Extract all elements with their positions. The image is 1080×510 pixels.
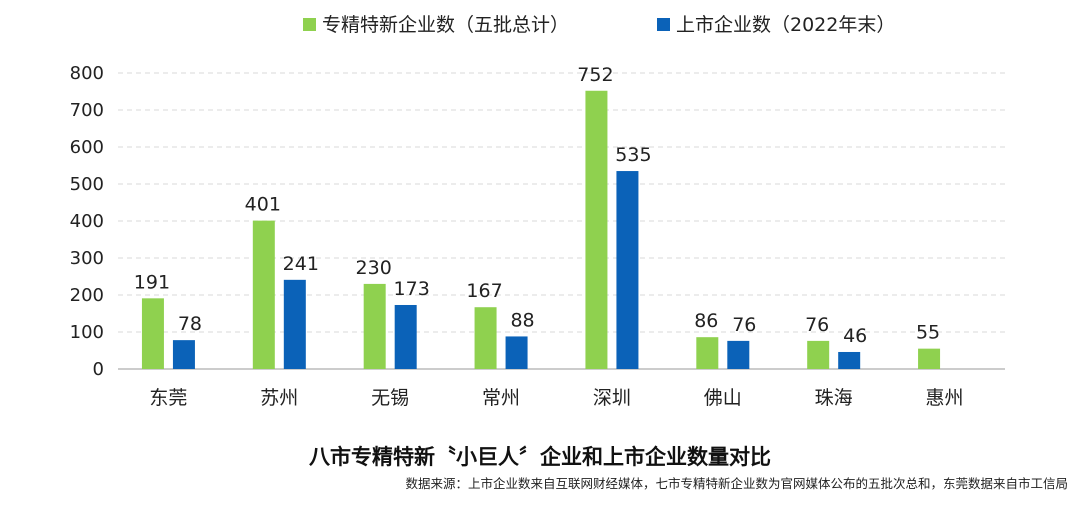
bar-series-2-1 [283,279,306,369]
value-label-series-2-0: 78 [178,313,202,335]
x-tick-label-7: 惠州 [926,387,964,409]
legend-label-series-1: 专精特新企业数（五批总计） [322,14,569,36]
x-tick-label-2: 无锡 [371,387,409,409]
x-tick-label-6: 珠海 [815,387,853,409]
y-tick-label: 700 [70,100,104,121]
bar-series-1-0 [141,298,164,369]
legend-label-series-2: 上市企业数（2022年末） [676,14,895,36]
bar-series-2-0 [172,340,195,369]
legend-swatch-series-2 [657,18,670,31]
bar-series-2-6 [838,351,861,369]
bar-series-1-3 [474,307,497,369]
y-tick-label: 0 [93,359,104,380]
value-label-series-1-3: 167 [466,280,502,302]
value-label-series-1-2: 230 [356,257,392,279]
value-label-series-2-1: 241 [283,253,319,275]
bar-series-2-5 [727,340,750,369]
y-tick-label: 100 [70,322,104,343]
bar-series-1-6 [807,340,830,369]
x-tick-label-5: 佛山 [704,387,742,409]
value-label-series-2-6: 46 [843,325,867,347]
value-label-series-1-7: 55 [916,322,940,344]
chart-title: 八市专精特新〝小巨人〞企业和上市企业数量对比 [309,445,771,469]
x-tick-label-3: 常州 [482,387,520,409]
value-label-series-1-5: 86 [694,310,718,332]
bar-series-1-2 [363,283,386,369]
legend: 专精特新企业数（五批总计） 上市企业数（2022年末） [303,14,895,36]
bar-series-2-2 [394,304,417,369]
value-label-series-2-2: 173 [394,278,430,300]
bars [141,90,941,369]
y-tick-label: 500 [70,174,104,195]
value-label-series-2-3: 88 [510,309,534,331]
x-tick-label-0: 东莞 [149,387,187,409]
value-label-series-2-5: 76 [732,314,756,336]
bar-series-2-3 [505,336,528,369]
bar-series-1-4 [585,90,608,369]
bar-series-1-7 [918,348,941,369]
y-tick-label: 600 [70,137,104,158]
bar-series-1-5 [696,337,719,369]
x-tick-label-1: 苏州 [260,387,298,409]
bar-series-2-4 [616,171,639,369]
value-label-series-1-1: 401 [245,194,281,216]
value-label-series-1-4: 752 [577,64,613,86]
x-axis-category-labels: 东莞 苏州 无锡 常州 深圳 佛山 珠海 惠州 [149,387,963,409]
value-label-series-2-4: 535 [615,144,651,166]
data-source-note: 数据来源：上市企业数来自互联网财经媒体，七市专精特新企业数为官网媒体公布的五批次… [405,476,1068,491]
legend-swatch-series-1 [303,18,316,31]
bar-series-1-1 [252,220,275,369]
y-tick-label: 400 [70,211,104,232]
y-tick-label: 800 [70,63,104,84]
y-tick-label: 200 [70,285,104,306]
value-label-series-1-6: 76 [805,314,829,336]
y-axis-ticks: 0 100 200 300 400 500 600 700 800 [70,63,104,380]
value-label-series-1-0: 191 [134,271,170,293]
y-tick-label: 300 [70,248,104,269]
x-tick-label-4: 深圳 [593,387,631,409]
